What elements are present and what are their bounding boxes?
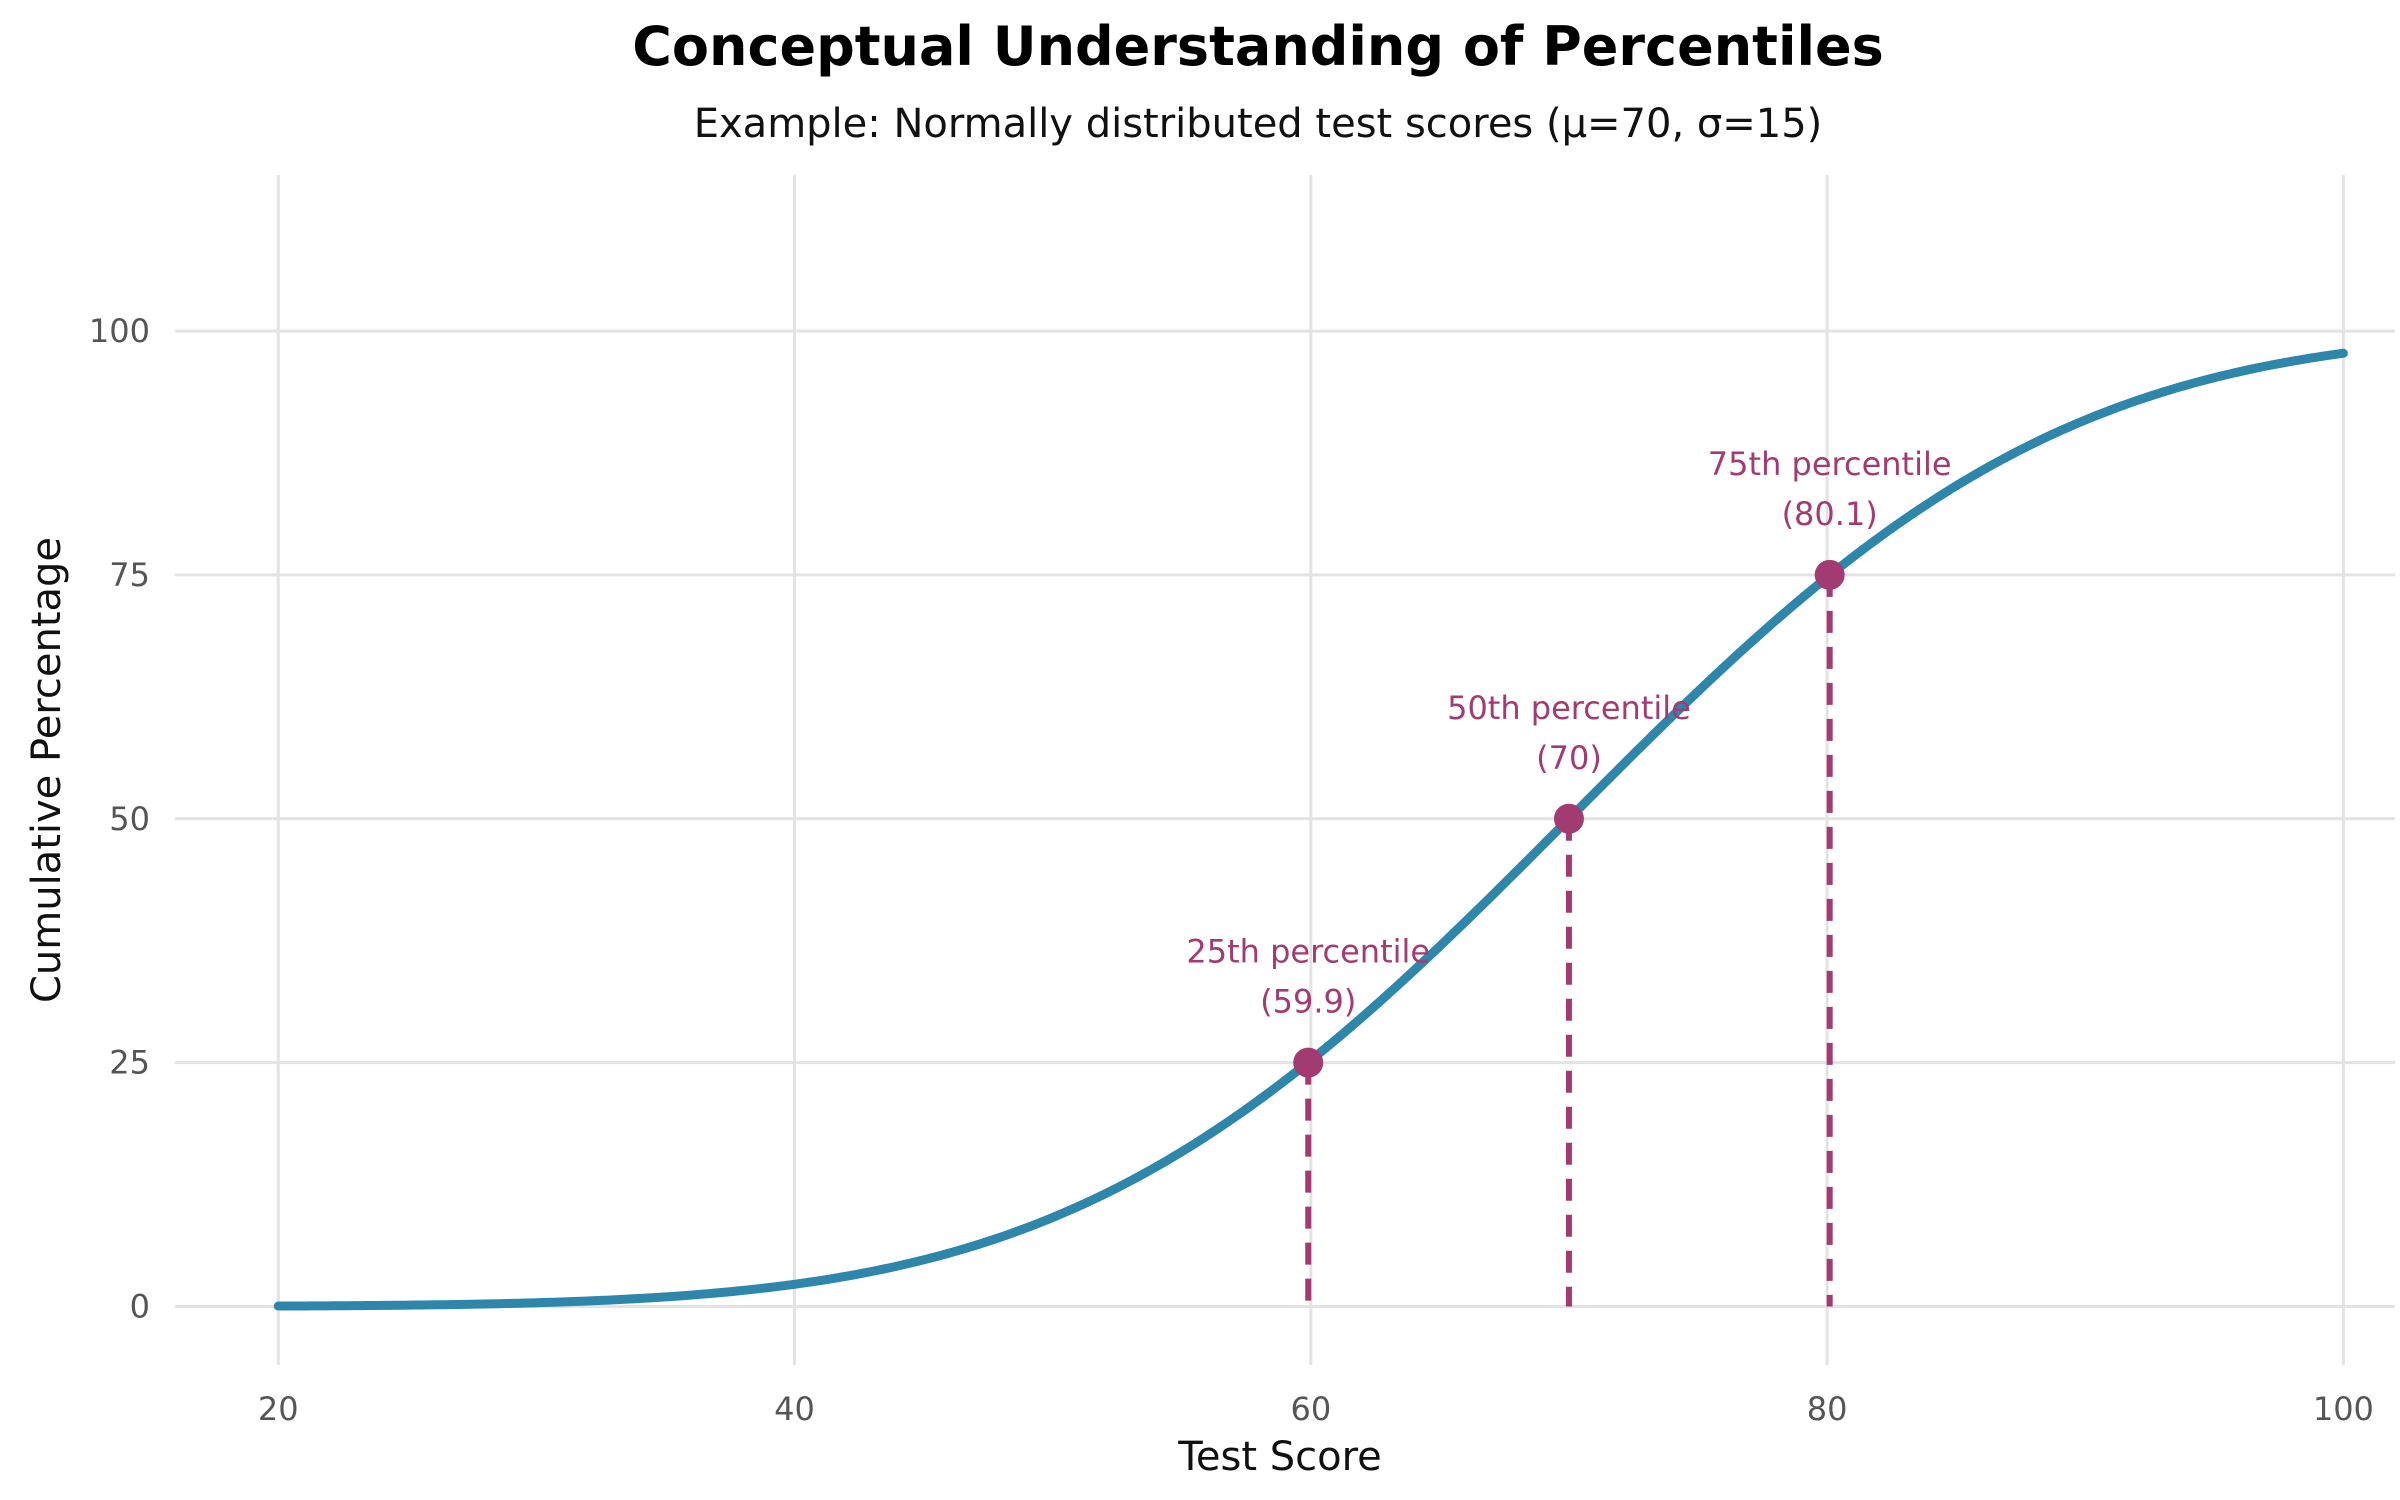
x-tick-label: 60 xyxy=(1290,1390,1331,1428)
percentile-value-label: (80.1) xyxy=(1782,495,1878,533)
y-tick-label: 0 xyxy=(130,1287,150,1325)
percentile-value-label: (70) xyxy=(1536,739,1602,777)
x-tick-label: 40 xyxy=(774,1390,815,1428)
percentile-value-label: (59.9) xyxy=(1260,983,1356,1021)
y-tick-label: 100 xyxy=(89,312,150,350)
y-tick-label: 75 xyxy=(109,556,150,594)
grid-layer xyxy=(175,175,2395,1365)
y-tick-label: 25 xyxy=(109,1044,150,1082)
chart-title: Conceptual Understanding of Percentiles xyxy=(632,15,1883,78)
chart-subtitle: Example: Normally distributed test score… xyxy=(694,101,1823,147)
x-axis-title: Test Score xyxy=(1177,1434,1382,1480)
x-tick-label: 20 xyxy=(258,1390,299,1428)
percentile-drop-lines xyxy=(1305,574,1833,1307)
tick-layer: 20 40 60 80 100 0 25 50 75 100 xyxy=(89,312,2374,1428)
percentile-point xyxy=(1814,559,1845,590)
percentile-point xyxy=(1293,1047,1324,1078)
percentile-markers: 25th percentile (59.9) 50th percentile (70)… xyxy=(1186,445,1952,1078)
percentile-label: 25th percentile xyxy=(1186,933,1430,971)
x-tick-label: 80 xyxy=(1807,1390,1848,1428)
percentile-point xyxy=(1553,803,1584,834)
y-axis-title: Cumulative Percentage xyxy=(24,537,70,1003)
x-tick-label: 100 xyxy=(2313,1390,2374,1428)
y-tick-label: 50 xyxy=(109,800,150,838)
percentile-label: 50th percentile xyxy=(1447,689,1691,727)
percentile-label: 75th percentile xyxy=(1708,445,1952,483)
